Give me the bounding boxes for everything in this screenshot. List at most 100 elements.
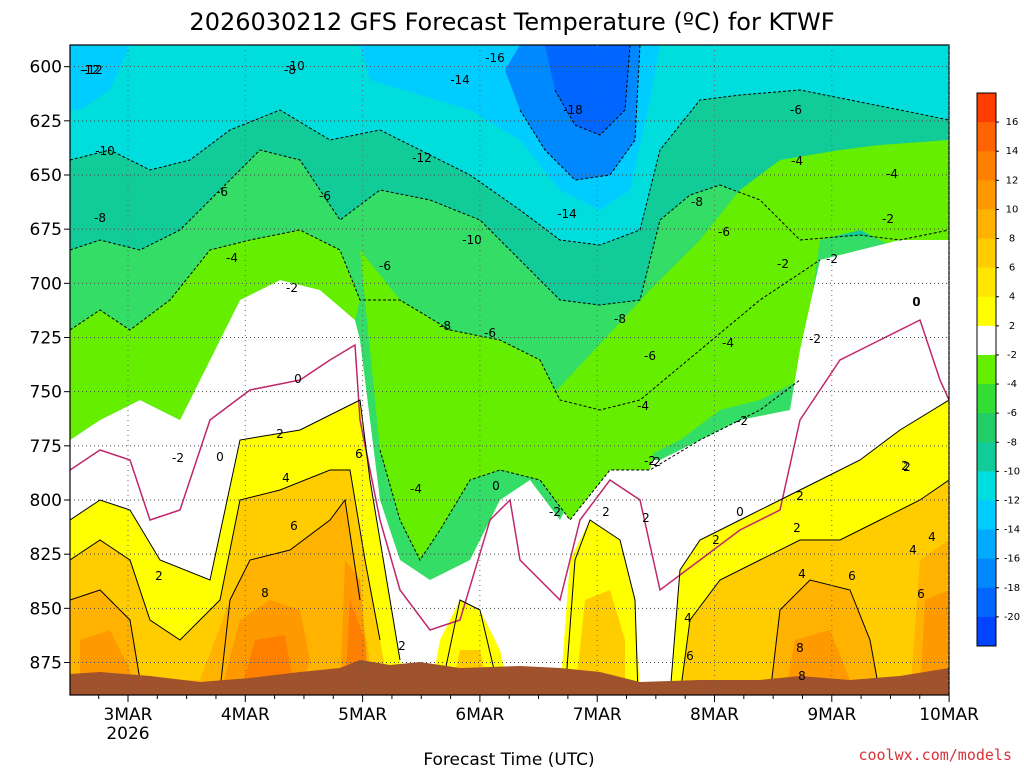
contour-label: -6 bbox=[216, 185, 228, 199]
contour-label: -14 bbox=[450, 73, 470, 87]
chart-title: 2026030212 GFS Forecast Temperature (ºC)… bbox=[189, 8, 834, 36]
colorbar-swatch bbox=[977, 500, 996, 531]
contour-label: -4 bbox=[410, 482, 422, 496]
contour-label: 2 bbox=[796, 489, 804, 503]
colorbar-label: 14 bbox=[1006, 146, 1019, 157]
colorbar-label: 12 bbox=[1006, 175, 1019, 186]
colorbar-label: 16 bbox=[1006, 117, 1019, 128]
colorbar-label: -10 bbox=[1004, 466, 1020, 477]
contour-label: 0 bbox=[912, 295, 920, 309]
terrain bbox=[70, 660, 949, 695]
colorbar-label: 6 bbox=[1009, 263, 1015, 274]
contour-label: -4 bbox=[637, 399, 649, 413]
contour-label: 0 bbox=[736, 505, 744, 519]
y-tick-label: 800 bbox=[30, 491, 62, 511]
colorbar-frame bbox=[976, 92, 997, 647]
y-tick-label: 650 bbox=[30, 166, 62, 186]
contour-label: 2 bbox=[712, 533, 720, 547]
colorbar-swatch bbox=[977, 93, 996, 123]
colorbar-label: 10 bbox=[1006, 204, 1019, 215]
contour-label: -10 bbox=[285, 59, 305, 73]
contour-label: -12 bbox=[83, 63, 103, 77]
contour-label: 0 bbox=[492, 479, 500, 493]
contour-label: -8 bbox=[691, 195, 703, 209]
contour-label: 8 bbox=[796, 641, 804, 655]
contour-label: -4 bbox=[791, 154, 803, 168]
colorbar-swatch bbox=[977, 413, 996, 443]
contour-label: -2 bbox=[882, 212, 894, 226]
contour-label: 6 bbox=[917, 587, 925, 601]
colorbar-swatch bbox=[977, 267, 996, 298]
credit-text: coolwx.com/models bbox=[858, 746, 1012, 764]
colorbar-swatch bbox=[977, 151, 996, 181]
colorbar-swatch bbox=[977, 529, 996, 560]
contour-label: -10 bbox=[95, 144, 115, 158]
x-tick-label: 6MAR bbox=[455, 705, 504, 725]
y-tick-label: 625 bbox=[30, 112, 62, 132]
colorbar-label: 2 bbox=[1009, 321, 1015, 332]
colorbar-swatch bbox=[977, 296, 996, 327]
colorbar-swatch bbox=[977, 558, 996, 589]
positive-contours bbox=[70, 399, 949, 695]
contour-label: -10 bbox=[462, 233, 482, 247]
contour-label: 2 bbox=[901, 459, 909, 473]
field-orange-3 bbox=[80, 560, 370, 695]
colorbar-swatch bbox=[977, 238, 996, 269]
contour-label: 2 bbox=[155, 569, 163, 583]
zero-isotherm bbox=[70, 318, 949, 631]
y-tick-label: 850 bbox=[30, 599, 62, 619]
contour-label: -2 bbox=[736, 414, 748, 428]
colorbar-swatch bbox=[977, 442, 996, 472]
contour-label: 6 bbox=[355, 447, 363, 461]
contour-label: -14 bbox=[557, 207, 577, 221]
colorbar: 16 14 12 10 8 6 4 2 -2 -4 -6 -8 -10 -12 -14 -16 -18 -20 bbox=[976, 92, 1020, 647]
x-tick-label: 7MAR bbox=[573, 705, 622, 725]
y-tick-label: 700 bbox=[30, 274, 62, 294]
contour-label: 4 bbox=[282, 471, 290, 485]
contour-label: -16 bbox=[485, 51, 505, 65]
contour-label: -8 bbox=[94, 211, 106, 225]
contour-label: -18 bbox=[563, 103, 583, 117]
contour-label: -12 bbox=[412, 151, 432, 165]
colorbar-label: -2 bbox=[1007, 350, 1017, 361]
contour-label: 2 bbox=[398, 639, 406, 653]
colorbar-swatch bbox=[977, 354, 996, 385]
contour-label: 4 bbox=[684, 611, 692, 625]
contour-label: 8 bbox=[798, 669, 806, 683]
colorbar-swatch bbox=[977, 616, 996, 647]
contour-label: 8 bbox=[261, 586, 269, 600]
colorbar-swatch bbox=[977, 122, 996, 152]
colorbar-label: -8 bbox=[1007, 437, 1017, 448]
contour-label: -8 bbox=[439, 319, 451, 333]
y-tick-label: 750 bbox=[30, 383, 62, 403]
colorbar-label: -6 bbox=[1007, 408, 1017, 419]
contour-label: -4 bbox=[722, 336, 734, 350]
contour-label: -2 bbox=[549, 505, 561, 519]
colorbar-label: -4 bbox=[1007, 379, 1017, 390]
contour-label: -8 bbox=[284, 63, 296, 77]
colorbar-swatch bbox=[977, 180, 996, 210]
field-orange-4 bbox=[240, 600, 368, 695]
colorbar-swatch bbox=[977, 325, 996, 356]
contour-label: 2 bbox=[793, 521, 801, 535]
y-tick-label: 675 bbox=[30, 220, 62, 240]
contour-label: -6 bbox=[379, 259, 391, 273]
colorbar-swatch bbox=[977, 587, 996, 618]
contour-label: -2 bbox=[644, 454, 656, 468]
contour-label: -2 bbox=[826, 252, 838, 266]
x-year-label: 2026 bbox=[106, 724, 149, 744]
colorbar-swatch bbox=[977, 209, 996, 240]
x-tick-label: 3MAR bbox=[104, 705, 153, 725]
contour-label: 4 bbox=[909, 543, 917, 557]
y-tick-label: 725 bbox=[30, 329, 62, 349]
contour-label: 2 bbox=[602, 505, 610, 519]
negative-contours bbox=[70, 45, 949, 561]
contour-label: 6 bbox=[686, 649, 694, 663]
x-tick-label: 5MAR bbox=[338, 705, 387, 725]
colorbar-label: 8 bbox=[1009, 234, 1015, 245]
contour-labels: -12 -8 -14 -16 -18 -6 -6 -10 -12 -6 -8 -6 -4 -2 -4 -6 -1… bbox=[80, 51, 936, 683]
field-green-right bbox=[520, 140, 949, 470]
x-tick-label: 9MAR bbox=[807, 705, 856, 725]
